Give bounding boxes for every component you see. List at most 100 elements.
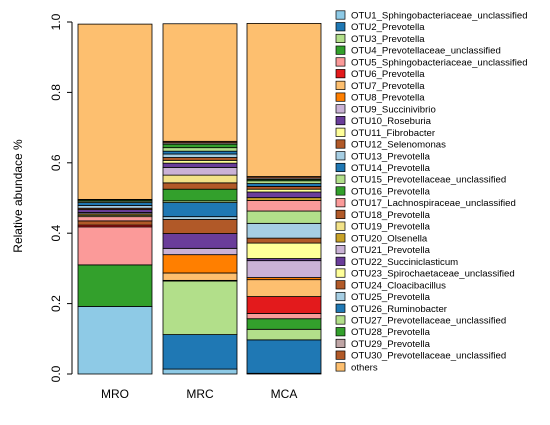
legend-swatch	[335, 162, 346, 173]
bar-segment-mrc-31	[162, 23, 238, 142]
legend-swatch	[335, 151, 346, 161]
legend-swatch	[335, 350, 346, 360]
legend-swatch	[335, 233, 346, 243]
legend-swatch	[335, 209, 346, 219]
legend-swatch	[335, 92, 346, 102]
legend-swatch	[335, 291, 346, 302]
legend-swatch	[335, 33, 346, 44]
legend-entry: OTU21_Prevotella	[351, 245, 431, 256]
legend-swatch	[335, 256, 346, 266]
bar-segment-mrc-2	[162, 334, 238, 370]
legend-entry: OTU26_Ruminobacter	[351, 304, 448, 315]
legend-swatch	[335, 280, 346, 290]
legend-entry: OTU20_Olsenella	[351, 233, 428, 244]
legend-swatch	[335, 10, 346, 20]
bar-segment-mro-1	[77, 306, 153, 375]
legend-swatch	[335, 116, 346, 126]
legend-swatch	[335, 268, 346, 278]
y-tick-label: 0.8	[49, 84, 63, 101]
bar-segment-mca-26	[246, 183, 322, 187]
bar-segment-mrc-3	[162, 280, 238, 335]
bar-segment-mro-17	[77, 216, 153, 222]
legend-entry: OTU10_Roseburia	[351, 116, 432, 127]
legend-swatch	[335, 198, 346, 208]
bar-segment-mrc-16	[162, 188, 238, 202]
legend-entry: OTU4_Prevotellaceae_unclassified	[351, 46, 501, 57]
bar-segment-mrc-18	[162, 182, 238, 190]
y-tick-label: 0.2	[49, 295, 63, 312]
bar-segment-mca-24	[246, 185, 322, 190]
bar-segment-mrc-24	[162, 157, 238, 161]
bar-segment-mro-12	[77, 220, 153, 226]
legend-swatch	[335, 57, 346, 67]
bar-segment-mro-4	[77, 264, 153, 307]
bar-segment-mrc-7	[162, 272, 238, 281]
y-axis-label: Relative abundace %	[11, 139, 25, 253]
legend-entry: OTU8_Prevotella	[351, 93, 425, 104]
bar-segment-mca-11	[246, 242, 322, 259]
bar-segment-mca-27	[246, 180, 322, 184]
legend-swatch	[335, 22, 346, 32]
bar-segment-mrc-12	[162, 219, 238, 234]
legend-entry: OTU14_Prevotella	[351, 163, 431, 174]
bar-segment-mrc-13	[162, 216, 238, 220]
legend-entry: OTU7_Prevotella	[351, 81, 425, 92]
bars-layer	[77, 23, 322, 375]
bar-segment-mro-5	[77, 226, 153, 266]
legend-entry: OTU29_Prevotella	[351, 339, 431, 350]
y-tick-label: 0.0	[49, 365, 63, 382]
bar-segment-mca-17	[246, 200, 322, 212]
bar-segment-mrc-27	[162, 147, 238, 152]
legend-entry: OTU9_Succinivibrio	[351, 104, 436, 115]
legend-swatch	[335, 45, 346, 55]
legend-entry: OTU19_Prevotella	[351, 222, 431, 233]
legend-entry: OTU6_Prevotella	[351, 69, 425, 80]
bar-segment-mrc-22	[162, 162, 238, 168]
bar-segment-mrc-26	[162, 150, 238, 155]
legend-swatch	[335, 104, 346, 114]
legend-swatch	[335, 80, 346, 90]
legend-entry: OTU2_Prevotella	[351, 22, 425, 33]
legend-entry: OTU1_Sphingobacteriaceae_unclassified	[351, 11, 528, 22]
x-category-label: MRC	[186, 387, 214, 401]
bar-segment-mca-12	[246, 237, 322, 244]
y-tick-label: 0.6	[49, 154, 63, 171]
bar-segment-mrc-28	[162, 143, 238, 149]
bar-segment-mrc-25	[162, 153, 238, 158]
y-tick-label: 0.4	[49, 225, 63, 242]
legend-entry: OTU28_Prevotella	[351, 327, 431, 338]
legend-swatch	[335, 127, 346, 137]
legend-swatch	[335, 186, 346, 196]
bar-segment-mrc-1	[162, 368, 238, 375]
legend-swatch	[335, 69, 346, 79]
bar-segment-mca-7	[246, 279, 322, 297]
bar-segment-mca-31	[246, 23, 322, 177]
x-category-label: MRO	[101, 387, 129, 401]
bar-segment-mca-15	[246, 210, 322, 224]
bar-segment-mro-31	[77, 23, 153, 200]
legend-entry: OTU11_Fibrobacter	[351, 128, 436, 139]
legend-entry: OTU18_Prevotella	[351, 210, 431, 221]
legend-swatch	[335, 338, 346, 348]
legend-entry: OTU12_Selenomonas	[351, 140, 446, 151]
legend-entry: OTU30_Prevotellaceae_unclassified	[351, 351, 506, 362]
x-axis-labels: MRO MRC MCA	[101, 387, 297, 401]
bar-segment-mrc-21	[162, 166, 238, 176]
bar-segment-mro-26	[77, 202, 153, 206]
legend-entry: OTU15_Prevotellaceae_unclassified	[351, 175, 506, 186]
legend-entry: OTU23_Spirochaetaceae_unclassified	[351, 269, 515, 280]
bar-segment-mrc-19	[162, 174, 238, 184]
legend-swatch	[335, 362, 346, 372]
bar-segment-mca-13	[246, 222, 322, 239]
bar-segment-mca-6	[246, 296, 322, 314]
legend-entry: OTU13_Prevotella	[351, 151, 431, 162]
legend-entry: OTU24_Cloacibacillus	[351, 280, 446, 291]
bar-segment-mca-22	[246, 191, 322, 199]
legend-swatch	[335, 303, 346, 313]
x-category-label: MCA	[271, 387, 298, 401]
bar-segment-mrc-14	[162, 202, 238, 218]
bar-segment-mca-5	[246, 313, 322, 320]
bar-segment-mca-23	[246, 188, 322, 193]
legend-swatch	[335, 174, 346, 184]
